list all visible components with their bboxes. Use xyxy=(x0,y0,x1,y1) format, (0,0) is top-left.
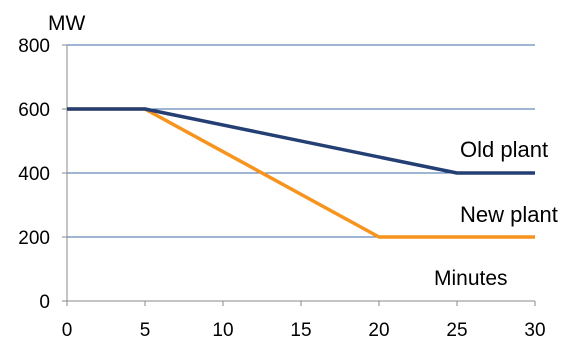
y-tick-label-200: 200 xyxy=(18,228,50,249)
x-tick-label-25: 25 xyxy=(446,320,467,341)
x-tick-label-5: 5 xyxy=(140,320,151,341)
x-tick-label-0: 0 xyxy=(62,320,73,341)
x-tick-label-10: 10 xyxy=(212,320,233,341)
x-tick-label-15: 15 xyxy=(290,320,311,341)
y-tick-label-800: 800 xyxy=(18,36,50,57)
x-tick-label-30: 30 xyxy=(524,320,545,341)
y-axis-unit-label: MW xyxy=(48,12,85,35)
x-tick-labels: 0 5 10 15 20 25 30 xyxy=(62,320,546,341)
x-axis-unit-label: Minutes xyxy=(434,267,508,290)
y-tick-label-400: 400 xyxy=(18,164,50,185)
series-line-old-plant xyxy=(67,107,535,175)
y-tick-label-600: 600 xyxy=(18,100,50,121)
y-tick-label-0: 0 xyxy=(39,292,50,313)
series-lines xyxy=(67,107,535,239)
series-label-old-plant: Old plant xyxy=(460,137,548,162)
series-label-new-plant: New plant xyxy=(460,202,558,227)
x-tick-label-20: 20 xyxy=(368,320,389,341)
axes xyxy=(62,44,536,306)
y-tick-labels: 0 200 400 600 800 xyxy=(18,36,50,313)
